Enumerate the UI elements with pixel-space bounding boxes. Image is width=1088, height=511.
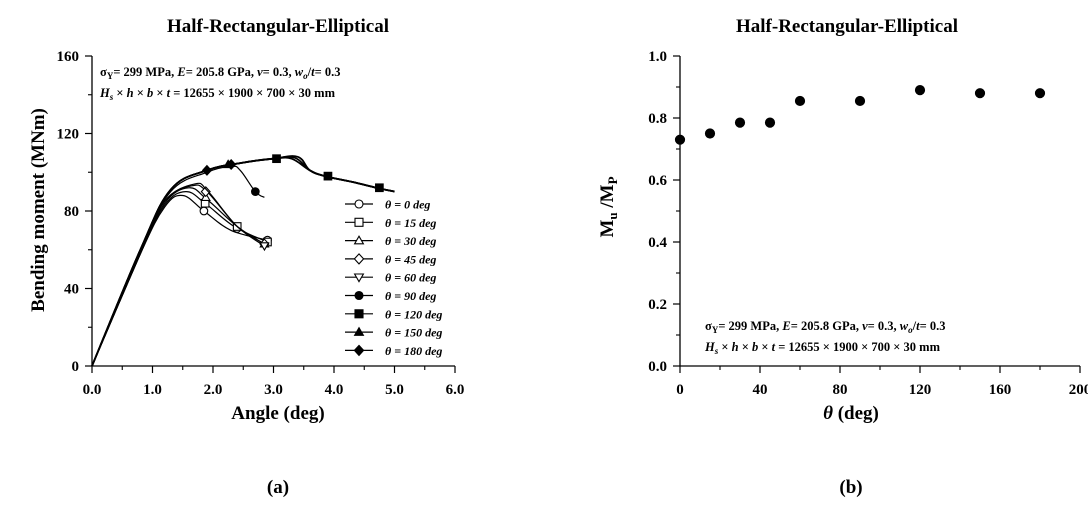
legend-label-2: θ = 30 deg <box>385 234 436 248</box>
legend-marker-1 <box>354 217 364 227</box>
panel-a-series-line-8 <box>91 155 395 367</box>
panel-b-y-tick-label: 0.2 <box>648 297 667 313</box>
panel-b-annotation-line-2: Hs × h × b × t = 12655 × 1900 × 700 × 30… <box>704 340 941 356</box>
panel-b-data-point <box>974 88 986 99</box>
legend-label-0: θ = 0 deg <box>385 198 430 212</box>
panel-b-y-tick-label: 1.0 <box>648 49 667 65</box>
panel-a-x-tick-label: 5.0 <box>385 382 404 398</box>
panel-b-annotation-line-1: σY= 299 MPa, E= 205.8 GPa, ν= 0.3, wo/t=… <box>705 319 945 335</box>
panel-a-series-line-4 <box>91 182 265 367</box>
panel-a-x-axis-label: Angle (deg) <box>231 403 324 424</box>
panel-a-series-line-2 <box>91 187 265 367</box>
panel-b-caption: (b) <box>839 477 862 498</box>
panel-b-y-tick-label: 0.8 <box>648 111 667 127</box>
panel-a-series-3-point <box>200 186 211 198</box>
panel-b-title: Half-Rectangular-Elliptical <box>736 16 958 37</box>
panel-a-x-tick-label: 6.0 <box>446 382 465 398</box>
legend-label-1: θ = 15 deg <box>385 216 436 230</box>
panel-a-x-tick-label: 0.0 <box>83 382 102 398</box>
panel-b-x-tick-label: 0 <box>676 382 684 398</box>
panel-a-series-line-0 <box>91 194 268 367</box>
panel-a-title: Half-Rectangular-Elliptical <box>167 16 389 37</box>
legend-marker-6 <box>354 309 364 319</box>
panel-a-y-tick-label: 120 <box>57 127 80 143</box>
legend-label-6: θ = 120 deg <box>385 307 442 321</box>
panel-a-x-tick-label: 1.0 <box>143 382 162 398</box>
panel-b-y-axis-label: Mu /MP <box>597 176 620 237</box>
panel-b-data-point <box>764 117 776 128</box>
panel-b-x-tick-label: 160 <box>989 382 1012 398</box>
panel-a-y-tick-label: 80 <box>64 204 79 220</box>
legend-label-3: θ = 45 deg <box>385 252 436 266</box>
panel-b-data-point <box>914 85 926 96</box>
panel-b-data-point <box>734 117 746 128</box>
panel-a-x-tick-label: 2.0 <box>204 382 223 398</box>
legend-label-7: θ = 150 deg <box>385 326 442 340</box>
panel-b-y-tick-label: 0.6 <box>648 173 667 189</box>
panel-a-series-8-point <box>226 158 237 171</box>
panel-b-plot-area: 0 40 80 120 160 200 0.0 0.2 0.4 0.6 0.8 1.0 <box>648 49 1088 398</box>
panel-a-legend: θ = 0 deg θ = 15 deg θ = 30 deg θ = 45 deg θ… <box>345 198 442 358</box>
panel-a-y-tick-label: 40 <box>64 282 79 298</box>
panel-b-x-tick-label: 80 <box>833 382 848 398</box>
panel-a-annotation-line-1: σY= 299 MPa, E= 205.8 GPa, ν= 0.3, wo/t=… <box>100 65 340 81</box>
panel-b-y-tick-label: 0.4 <box>648 235 667 251</box>
panel-a-plot-area: 0.0 1.0 2.0 3.0 4.0 5.0 6.0 0 40 80 120 160 <box>57 49 465 398</box>
panel-b-data-point <box>1034 88 1046 99</box>
panel-a-series-line-1 <box>91 190 268 367</box>
panel-a-annotation-line-2: Hs × h × b × t = 12655 × 1900 × 700 × 30… <box>99 86 336 102</box>
panel-a-x-tick-label: 4.0 <box>325 382 344 398</box>
panel-a-caption: (a) <box>267 477 289 498</box>
legend-marker-3 <box>353 253 365 265</box>
panel-b-x-tick-label: 200 <box>1069 382 1088 398</box>
panel-a-series-line-5 <box>91 165 265 367</box>
panel-a-series-4-point <box>259 242 270 252</box>
legend-marker-5 <box>354 290 364 301</box>
panel-b-x-axis-label: θ (deg) <box>823 403 879 424</box>
panel-a-series-5-point <box>251 187 260 196</box>
panel-b: Half-Rectangular-Elliptical 0 40 80 120 160 2… <box>597 16 1088 498</box>
panel-a-series-0-point <box>199 206 209 216</box>
panel-a-x-tick-label: 3.0 <box>264 382 283 398</box>
panel-a-y-tick-label: 0 <box>72 359 80 375</box>
panel-a: Half-Rectangular-Elliptical 0.0 1.0 2.0 3.0… <box>28 16 464 498</box>
panel-b-data-point <box>674 134 686 145</box>
panel-b-data-point <box>704 128 716 139</box>
panel-b-x-tick-label: 40 <box>753 382 768 398</box>
panel-b-data-point <box>854 95 866 107</box>
legend-marker-0 <box>354 199 364 209</box>
legend-marker-2 <box>353 235 365 245</box>
panel-a-series-line-3 <box>91 184 265 367</box>
panel-a-y-tick-label: 160 <box>57 49 80 65</box>
panel-b-data-point <box>794 95 806 107</box>
legend-label-5: θ = 90 deg <box>385 289 436 303</box>
legend-marker-7 <box>353 326 365 336</box>
panel-b-x-tick-label: 120 <box>909 382 932 398</box>
legend-label-4: θ = 60 deg <box>385 271 436 285</box>
legend-label-8: θ = 180 deg <box>385 344 442 358</box>
panel-a-y-axis-label: Bending moment (MNm) <box>28 108 49 312</box>
panel-a-series-8-point <box>201 164 213 176</box>
legend-marker-4 <box>353 273 365 283</box>
legend-marker-8 <box>353 344 365 357</box>
panel-b-y-tick-label: 0.0 <box>648 359 667 375</box>
